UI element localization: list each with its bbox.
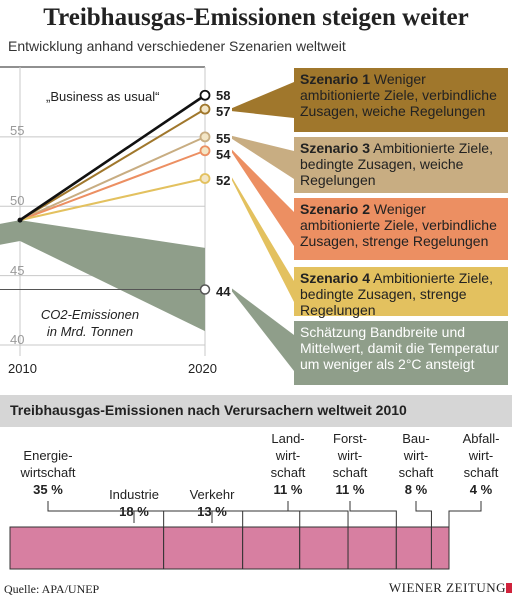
estimate-text: Schätzung Bandbreite und Mittelwert, dam… — [300, 324, 499, 372]
scenario-4-box: Szenario 4 Ambitionierte Ziele, bedingte… — [294, 267, 508, 318]
sector-bar-3 — [299, 526, 349, 570]
y-tick-45: 45 — [10, 263, 25, 278]
business-as-usual-label: „Business as usual“ — [46, 89, 160, 104]
end-point-0 — [199, 89, 211, 101]
sector-leader-5 — [415, 501, 432, 527]
scenario-1-text: Weniger ambitionierte Ziele, verbindlich… — [300, 71, 497, 119]
sector-name-line: wirt- — [403, 448, 429, 463]
source-note: Quelle: APA/UNEP — [4, 582, 100, 596]
sector-label-3: Land-wirt-schaft 11 % — [248, 430, 328, 498]
co2-axis-label: CO2-Emissionen in Mrd. Tonnen — [30, 306, 150, 340]
sector-bar-1 — [163, 526, 244, 570]
connector-s2 — [232, 149, 294, 246]
sector-chart-title: Treibhausgas-Emissionen nach Verursacher… — [10, 402, 407, 418]
scenario-1-box: Szenario 1 Weniger ambitionierte Ziele, … — [294, 68, 508, 132]
publisher-logo-mark — [506, 583, 512, 593]
sector-label-4: Forst-wirt-schaft 11 % — [310, 430, 390, 498]
y-tick-50: 50 — [10, 193, 25, 208]
end-point-4 — [199, 173, 211, 184]
sector-name-line: Bau- — [402, 431, 430, 446]
scenario-4-name: Szenario 4 — [300, 270, 371, 286]
sector-name-line: Industrie — [109, 487, 159, 502]
sector-name-line: wirt- — [275, 448, 301, 463]
sector-leader-1 — [133, 510, 244, 527]
series-line-0 — [19, 94, 206, 222]
sector-bar-0 — [9, 526, 165, 570]
sector-name-line: Forst- — [333, 431, 367, 446]
sector-value-label: 11 % — [335, 482, 365, 497]
sector-label-6: Abfall-wirt-schaft 4 % — [441, 430, 512, 498]
publisher-logo: WIENER ZEITUNG — [388, 580, 506, 595]
end-label-s3: 55 — [216, 131, 231, 146]
connector-s1 — [232, 82, 294, 118]
sector-value-label: 11 % — [273, 482, 303, 497]
scenario-1-name: Szenario 1 — [300, 71, 371, 87]
sector-label-1: Industrie 18 % — [94, 486, 174, 520]
sector-leader-4 — [349, 501, 397, 527]
sector-name-line: schaft — [398, 465, 434, 480]
start-point — [17, 217, 23, 223]
end-label-bau: 58 — [216, 88, 231, 103]
scenario-3-name: Szenario 3 — [300, 140, 371, 156]
end-point-2 — [199, 131, 211, 143]
sector-value-label: 35 % — [33, 482, 63, 497]
end-point-3 — [199, 145, 211, 157]
scenario-3-box: Szenario 3 Ambitionierte Ziele, bedingte… — [294, 137, 508, 193]
sector-name-line: schaft — [332, 465, 368, 480]
sector-name-line: Abfall- — [462, 431, 500, 446]
connector-s4 — [232, 177, 294, 302]
connector-est — [232, 288, 294, 371]
sector-name-line: wirt- — [468, 448, 494, 463]
sector-leader-2 — [211, 510, 301, 527]
sector-name-line: Verkehr — [189, 487, 235, 502]
connector-s3 — [232, 135, 294, 179]
scenario-2-box: Szenario 2 Weniger ambitionierte Ziele, … — [294, 198, 508, 260]
end-point-1 — [199, 103, 211, 115]
chart-subtitle: Entwicklung anhand verschiedener Szenari… — [8, 38, 346, 54]
co2-label-line1: CO2-Emissionen — [40, 307, 140, 322]
sector-name-line: wirtschaft — [20, 465, 76, 480]
x-tick-2010: 2010 — [8, 361, 37, 376]
series-line-4 — [19, 177, 206, 222]
sector-value-label: 4 % — [469, 482, 493, 497]
sector-name-line: schaft — [463, 465, 499, 480]
end-label-s4: 52 — [216, 173, 231, 188]
end-label-s1: 57 — [216, 104, 231, 119]
estimate-box: Schätzung Bandbreite und Mittelwert, dam… — [294, 321, 508, 385]
chart-title: Treibhausgas-Emissionen steigen weiter — [43, 4, 469, 31]
scenario-3-text: Ambitionierte Ziele, bedingte Zusagen, w… — [300, 140, 493, 188]
sector-leader-0 — [47, 501, 165, 527]
scenario-2-name: Szenario 2 — [300, 201, 371, 217]
sector-name-line: schaft — [270, 465, 306, 480]
y-tick-40: 40 — [10, 332, 25, 347]
sector-label-0: Energie-wirtschaft 35 % — [8, 447, 88, 498]
sector-bar-4 — [347, 526, 397, 570]
end-point-estimate — [199, 284, 211, 295]
y-tick-55: 55 — [10, 123, 25, 138]
sector-name-line: Energie- — [23, 448, 73, 463]
sector-label-5: Bau-wirt-schaft 8 % — [376, 430, 456, 498]
sector-value-label: 8 % — [404, 482, 428, 497]
sector-name-line: Land- — [271, 431, 305, 446]
end-label-s2: 54 — [216, 147, 231, 162]
series-line-3 — [19, 149, 206, 222]
scenario-4-text: Ambitionierte Ziele, bedingte Zusagen, s… — [300, 270, 493, 318]
sector-bar-6 — [430, 526, 450, 570]
estimate-band — [0, 220, 205, 332]
sector-leader-6 — [448, 501, 482, 527]
scenario-2-text: Weniger ambitionierte Ziele, verbindlich… — [300, 201, 497, 249]
series-line-1 — [19, 108, 206, 221]
sector-leader-3 — [287, 501, 349, 527]
co2-label-line2: in Mrd. Tonnen — [46, 324, 134, 339]
end-label-estimate: 44 — [216, 284, 231, 299]
sector-bar-2 — [242, 526, 301, 570]
sector-title-band — [0, 395, 512, 427]
series-line-2 — [19, 135, 206, 222]
sector-name-line: wirt- — [337, 448, 363, 463]
sector-bar-5 — [395, 526, 432, 570]
x-tick-2020: 2020 — [188, 361, 217, 376]
